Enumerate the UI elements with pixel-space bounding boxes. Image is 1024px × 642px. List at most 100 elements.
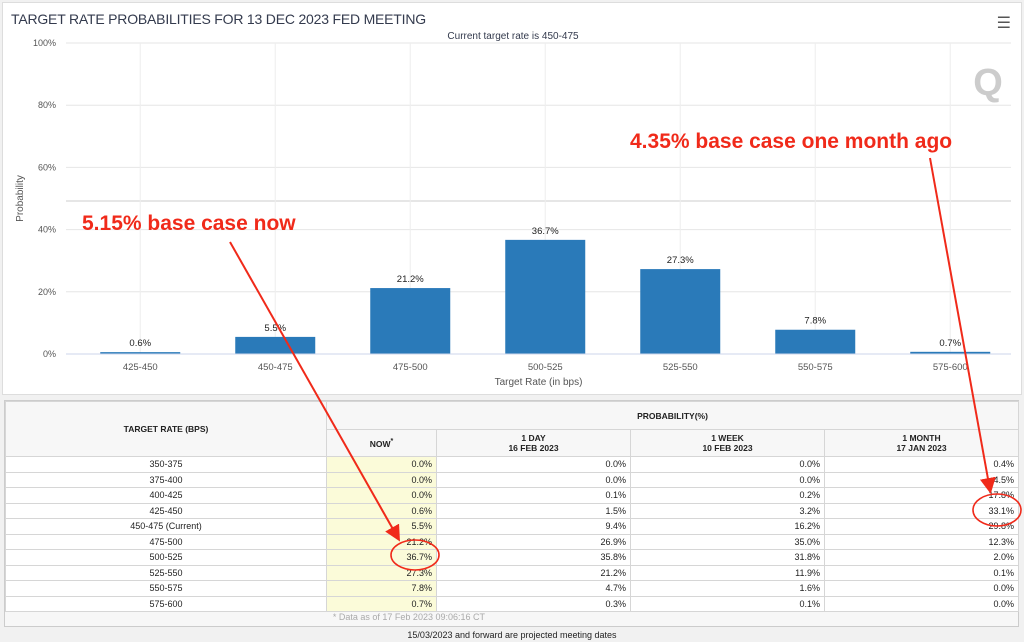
watermark-logo: Q (973, 62, 1003, 104)
bar-550-575[interactable] (775, 329, 856, 354)
probability-cell: 11.9% (630, 564, 825, 581)
probability-cell: 0.6% (326, 502, 437, 519)
probability-cell: 0.2% (630, 487, 825, 504)
data-label: 36.7% (532, 226, 559, 237)
data-as-of: * Data as of 17 Feb 2023 09:06:16 CT (332, 612, 485, 622)
annotation-now: 5.15% base case now (82, 212, 296, 235)
bar-425-450[interactable] (100, 352, 181, 354)
bar-500-525[interactable] (505, 239, 586, 354)
probability-cell: 5.5% (326, 518, 437, 535)
column-header-line1: NOW (369, 438, 391, 449)
probability-cell: 0.1% (436, 487, 631, 504)
hamburger-icon[interactable]: ☰ (996, 15, 1011, 32)
probability-cell: 0.0% (630, 471, 825, 488)
footnote: 15/03/2023 and forward are projected mee… (407, 630, 617, 640)
table-row: 350-375 0.0% 0.0% 0.0% 0.4% (5, 456, 1019, 473)
probability-cell: 2.0% (824, 549, 1019, 566)
probability-cell: 0.0% (824, 595, 1019, 612)
bar-450-475[interactable] (235, 336, 316, 354)
table-row: 525-550 27.3% 21.2% 11.9% 0.1% (5, 564, 1019, 581)
probability-cell: 4.7% (436, 580, 631, 597)
x-tick-label: 525-550 (663, 362, 698, 373)
x-tick-label: 575-600 (933, 362, 968, 373)
probability-cell: 21.2% (326, 533, 437, 550)
table-row: 450-475 (Current) 5.5% 9.4% 16.2% 29.8% (5, 518, 1019, 535)
column-header-line1: 1 DAY (521, 433, 546, 443)
probability-cell: 27.3% (326, 564, 437, 581)
data-label: 27.3% (667, 255, 694, 266)
column-header: 1 WEEK 10 FEB 2023 (630, 429, 825, 457)
data-label: 0.6% (129, 338, 151, 349)
probability-cell: 9.4% (436, 518, 631, 535)
probability-cell: 0.4% (824, 456, 1019, 473)
probability-cell: 12.3% (824, 533, 1019, 550)
table-row: 375-400 0.0% 0.0% 0.0% 4.5% (5, 471, 1019, 488)
probability-cell: 31.8% (630, 549, 825, 566)
table-row: 550-575 7.8% 4.7% 1.6% 0.0% (5, 580, 1019, 597)
table-row: 475-500 21.2% 26.9% 35.0% 12.3% (5, 533, 1019, 550)
probability-cell: 0.0% (436, 456, 631, 473)
y-tick-label: 60% (38, 162, 56, 172)
rate-cell: 400-425 (5, 487, 327, 504)
column-header-line1: 1 WEEK (711, 433, 744, 443)
chart-title: TARGET RATE PROBABILITIES FOR 13 DEC 202… (11, 11, 426, 27)
bar-chart: 0% 20% 40% 60% 80% 100% Q 0.6% 425-450 5.5% 450-47… (15, 38, 1011, 388)
rate-cell: 500-525 (5, 549, 327, 566)
probability-cell: 16.2% (630, 518, 825, 535)
column-header: 1 DAY 16 FEB 2023 (436, 429, 631, 457)
probability-cell: 0.0% (326, 456, 437, 473)
x-axis-title: Target Rate (in bps) (495, 377, 583, 388)
data-label: 21.2% (397, 274, 424, 285)
x-tick-label: 450-475 (258, 362, 293, 373)
probability-cell: 0.0% (436, 471, 631, 488)
probability-cell: 21.2% (436, 564, 631, 581)
bar-475-500[interactable] (370, 288, 451, 354)
probability-cell: 0.0% (824, 580, 1019, 597)
column-header-date: 10 FEB 2023 (702, 443, 753, 453)
x-tick-label: 550-575 (798, 362, 833, 373)
probability-cell: 4.5% (824, 471, 1019, 488)
y-tick-label: 40% (38, 225, 56, 235)
probability-cell: 0.0% (630, 456, 825, 473)
probability-cell: 0.1% (824, 564, 1019, 581)
probability-cell: 0.1% (630, 595, 825, 612)
bar-525-550[interactable] (640, 269, 721, 354)
chart-panel: TARGET RATE PROBABILITIES FOR 13 DEC 202… (2, 2, 1022, 395)
column-header-line1: 1 MONTH (902, 433, 941, 443)
x-tick-label: 500-525 (528, 362, 563, 373)
data-label: 0.7% (939, 338, 961, 349)
data-label: 5.5% (264, 323, 286, 334)
rate-cell: 425-450 (5, 502, 327, 519)
rate-cell: 475-500 (5, 533, 327, 550)
probability-table-panel: TARGET RATE (BPS) PROBABILITY(%) NOW* 1 D… (4, 400, 1019, 627)
probability-cell: 35.0% (630, 533, 825, 550)
probability-cell: 0.0% (326, 471, 437, 488)
annotation-month: 4.35% base case one month ago (630, 130, 953, 153)
probability-table: TARGET RATE (BPS) PROBABILITY(%) NOW* 1 D… (5, 401, 1019, 612)
rate-cell: 525-550 (5, 564, 327, 581)
column-header-date: 16 FEB 2023 (508, 443, 559, 453)
column-header: 1 MONTH 17 JAN 2023 (824, 429, 1019, 457)
probability-cell: 26.9% (436, 533, 631, 550)
asterisk-marker: * (390, 437, 394, 446)
probability-cell: 0.3% (436, 595, 631, 612)
probability-cell: 0.7% (326, 595, 437, 612)
rate-header: TARGET RATE (BPS) (5, 401, 327, 457)
y-tick-label: 100% (33, 38, 56, 48)
probability-cell: 1.5% (436, 502, 631, 519)
probability-cell: 33.1% (824, 502, 1019, 519)
table-row: 400-425 0.0% 0.1% 0.2% 17.8% (5, 487, 1019, 504)
y-axis-title: Probability (15, 175, 26, 222)
x-tick-label: 425-450 (123, 362, 158, 373)
column-header: NOW* (326, 429, 437, 457)
probability-cell: 1.6% (630, 580, 825, 597)
table-row: 575-600 0.7% 0.3% 0.1% 0.0% (5, 595, 1019, 612)
rate-cell: 350-375 (5, 456, 327, 473)
probability-header: PROBABILITY(%) (326, 401, 1019, 430)
y-tick-label: 20% (38, 287, 56, 297)
rate-cell: 375-400 (5, 471, 327, 488)
rate-cell: 550-575 (5, 580, 327, 597)
probability-cell: 7.8% (326, 580, 437, 597)
probability-cell: 3.2% (630, 502, 825, 519)
x-tick-label: 475-500 (393, 362, 428, 373)
